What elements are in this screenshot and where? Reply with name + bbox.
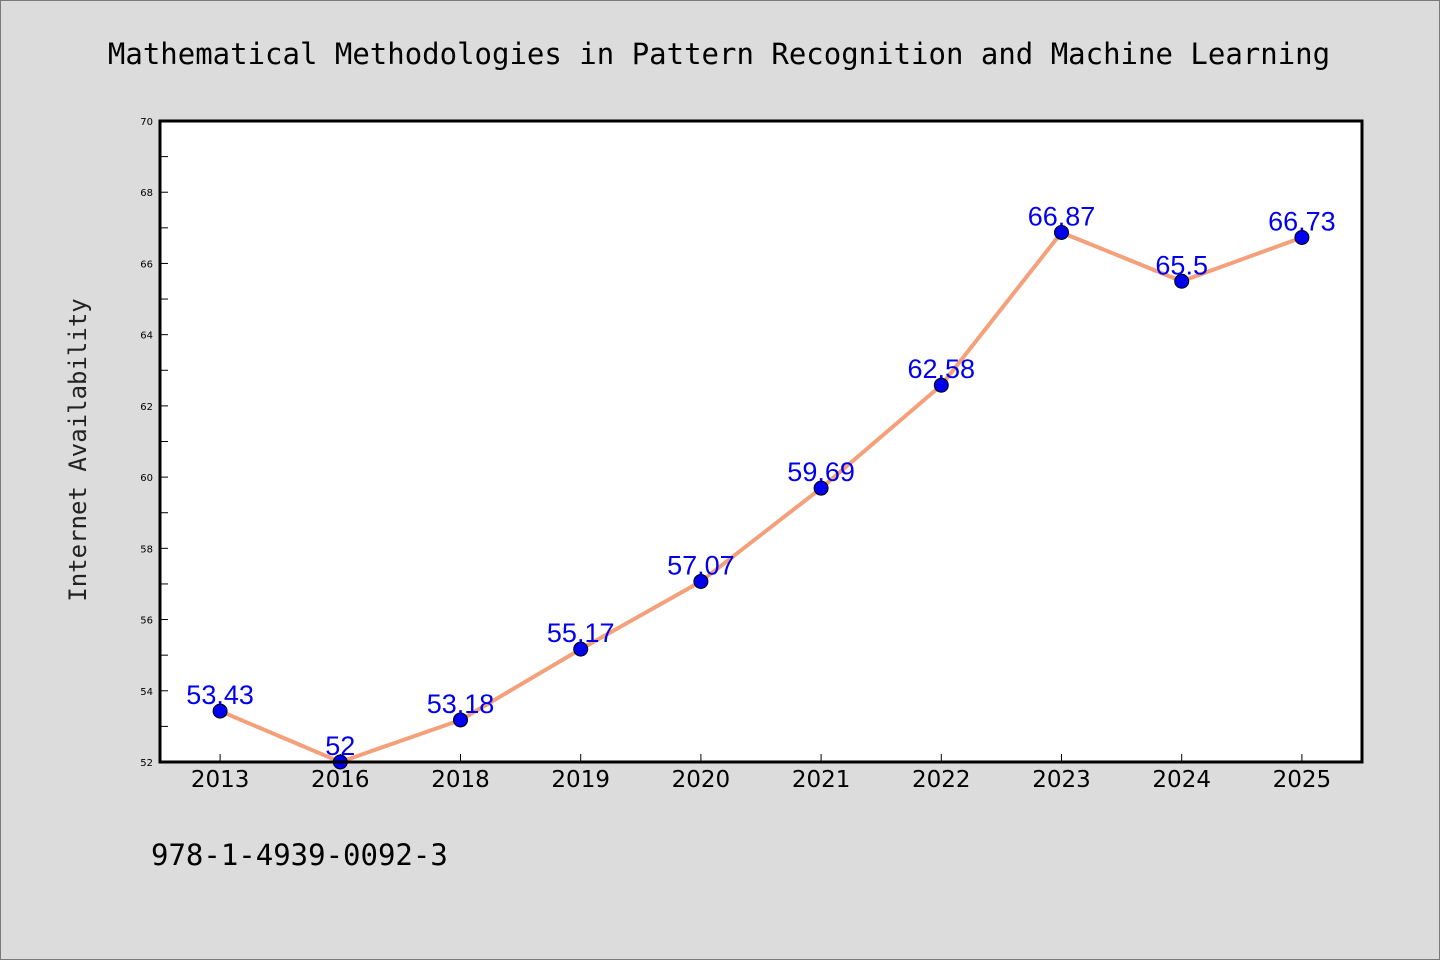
data-point bbox=[212, 703, 228, 719]
data-label: 66.73 bbox=[1268, 206, 1336, 236]
x-tick-label: 2021 bbox=[792, 767, 851, 793]
data-labels: 53.43 52 53.18 55.17 57.07 59.69 62.58 66.87 65.… bbox=[186, 201, 1335, 761]
data-point bbox=[1294, 229, 1310, 245]
x-axis: 2013 2016 2018 2019 2020 2021 2022 2023 2024 2025 bbox=[191, 754, 1331, 793]
y-tick-label: 54 bbox=[140, 687, 153, 698]
data-label: 65.5 bbox=[1155, 250, 1208, 280]
y-tick-label: 66 bbox=[140, 259, 153, 270]
data-point bbox=[933, 377, 949, 393]
y-axis-label: Internet Availability bbox=[64, 298, 92, 601]
x-tick-label: 2024 bbox=[1152, 767, 1211, 793]
y-tick-label: 68 bbox=[140, 188, 153, 199]
y-tick-label: 58 bbox=[140, 544, 153, 555]
x-tick-label: 2023 bbox=[1032, 767, 1091, 793]
data-label: 52 bbox=[325, 731, 355, 761]
plot-area bbox=[160, 121, 1362, 762]
y-axis: 52 54 56 58 60 62 64 66 68 70 bbox=[140, 117, 168, 769]
y-tick-label: 70 bbox=[140, 117, 153, 128]
data-label: 53.18 bbox=[427, 689, 495, 719]
x-tick-label: 2018 bbox=[431, 767, 490, 793]
isbn-footer: 978-1-4939-0092-3 bbox=[151, 838, 448, 872]
data-label: 62.58 bbox=[908, 354, 976, 384]
data-point bbox=[813, 480, 829, 496]
data-label: 66.87 bbox=[1028, 201, 1096, 231]
data-point bbox=[1174, 273, 1190, 289]
data-label: 57.07 bbox=[667, 550, 735, 580]
data-label: 55.17 bbox=[547, 618, 615, 648]
y-tick-label: 56 bbox=[140, 616, 153, 627]
data-point bbox=[693, 573, 709, 589]
y-tick-label: 62 bbox=[140, 402, 153, 413]
y-tick-label: 60 bbox=[140, 473, 153, 484]
data-point bbox=[573, 641, 589, 657]
data-point bbox=[453, 712, 468, 728]
data-label: 59.69 bbox=[787, 457, 855, 487]
plot-frame bbox=[158, 119, 1364, 764]
data-points bbox=[212, 224, 1310, 770]
chart-title: Mathematical Methodologies in Pattern Re… bbox=[108, 37, 1330, 71]
data-point bbox=[1054, 224, 1069, 240]
x-tick-label: 2016 bbox=[311, 767, 370, 793]
x-tick-label: 2020 bbox=[672, 767, 731, 793]
y-tick-label: 52 bbox=[140, 758, 153, 769]
x-tick-label: 2022 bbox=[912, 767, 971, 793]
series-line bbox=[219, 230, 1303, 764]
data-label: 53.43 bbox=[186, 680, 254, 710]
x-tick-label: 2025 bbox=[1273, 767, 1332, 793]
y-tick-label: 64 bbox=[140, 331, 153, 342]
x-tick-label: 2013 bbox=[191, 767, 250, 793]
x-tick-label: 2019 bbox=[551, 767, 610, 793]
